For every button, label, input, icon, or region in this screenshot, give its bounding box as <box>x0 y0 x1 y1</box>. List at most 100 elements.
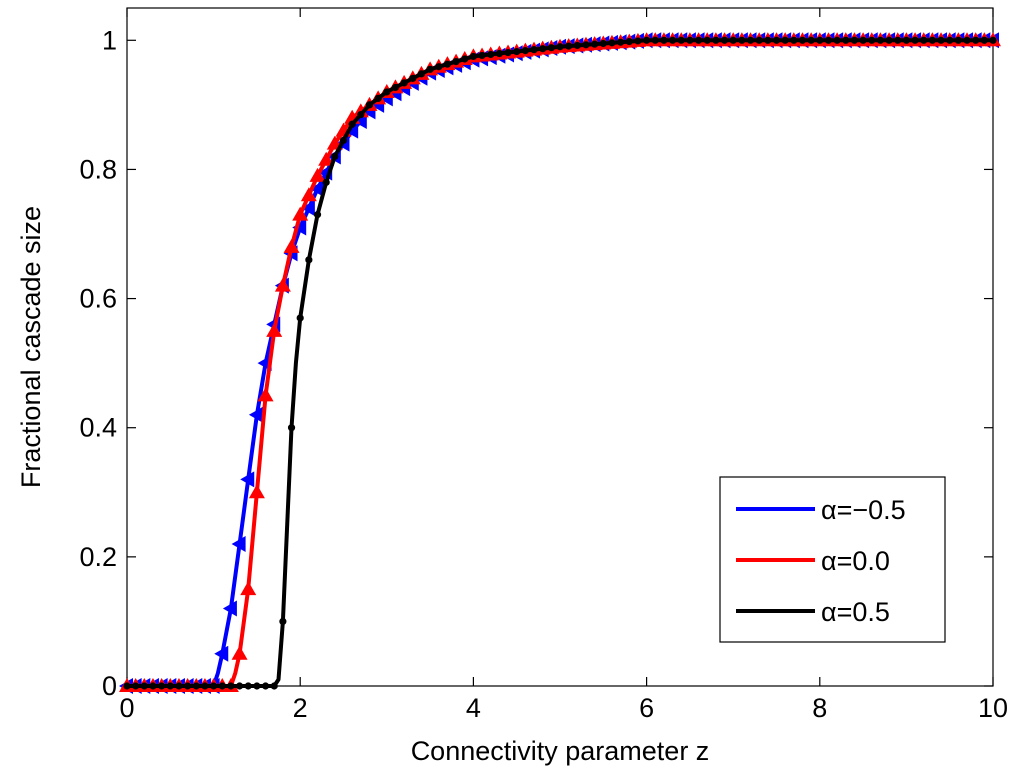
x-tick-label: 6 <box>639 693 654 723</box>
data-point <box>790 36 798 44</box>
data-point <box>703 36 711 44</box>
data-point <box>937 36 945 44</box>
data-point <box>487 50 495 59</box>
data-point <box>283 238 300 253</box>
data-point <box>132 682 140 690</box>
data-point <box>331 152 339 161</box>
data-point <box>980 36 988 44</box>
y-tick-label: 0.8 <box>79 154 117 184</box>
data-point <box>651 36 659 44</box>
data-point <box>591 40 599 48</box>
data-point <box>309 180 324 197</box>
data-point <box>513 47 521 56</box>
data-point <box>850 36 859 44</box>
data-point <box>755 36 763 44</box>
y-tick-label: 1 <box>102 25 117 55</box>
data-point <box>842 36 850 44</box>
data-point <box>746 36 755 44</box>
data-point <box>218 682 226 690</box>
data-point <box>149 682 157 690</box>
data-point <box>296 314 304 322</box>
data-point <box>833 36 841 44</box>
data-point <box>798 36 807 44</box>
data-point <box>469 52 477 61</box>
data-point <box>365 101 374 109</box>
data-point <box>807 36 815 44</box>
data-point <box>634 37 642 45</box>
data-point <box>582 41 590 49</box>
legend-label: α=0.5 <box>821 597 890 627</box>
x-tick-label: 8 <box>812 693 827 723</box>
data-point <box>391 83 400 92</box>
data-point <box>556 43 564 51</box>
data-point <box>677 36 685 44</box>
data-point <box>729 36 737 44</box>
data-point <box>781 36 789 44</box>
x-tick-label: 0 <box>119 693 134 723</box>
data-point <box>720 36 729 44</box>
x-tick-label: 2 <box>293 693 308 723</box>
data-point <box>573 41 581 50</box>
data-point <box>253 682 261 690</box>
data-point <box>417 70 426 78</box>
data-point <box>426 65 434 73</box>
data-point <box>712 36 720 44</box>
data-point <box>231 535 246 552</box>
data-point <box>292 219 307 236</box>
data-point <box>339 136 348 144</box>
legend-label: α=−0.5 <box>821 495 906 525</box>
x-axis-label: Connectivity parameter z <box>411 736 710 766</box>
data-point <box>504 48 512 57</box>
data-point <box>192 682 200 690</box>
series-2 <box>123 36 997 690</box>
data-point <box>617 38 625 46</box>
data-point <box>764 36 772 44</box>
data-point <box>300 187 317 202</box>
data-point <box>643 36 651 44</box>
data-point <box>989 36 997 44</box>
data-point <box>383 88 391 96</box>
data-point <box>738 36 746 44</box>
axis-ticks: 0 2 4 6 8 10 0 0.2 0.4 0.6 0.8 1 <box>79 8 1008 723</box>
data-point <box>539 45 547 53</box>
data-point <box>214 645 229 662</box>
data-point <box>235 682 244 690</box>
data-point <box>530 46 538 54</box>
data-point <box>625 37 633 46</box>
data-point <box>274 277 291 292</box>
data-point <box>608 39 616 47</box>
legend-label: α=0.0 <box>821 546 890 576</box>
data-point <box>201 682 209 690</box>
data-point <box>248 406 263 423</box>
data-point <box>435 63 443 71</box>
data-point <box>565 42 573 50</box>
data-point <box>123 682 131 690</box>
data-point <box>443 60 452 68</box>
data-point <box>374 94 382 102</box>
data-point <box>240 471 255 488</box>
data-point <box>257 387 274 402</box>
data-point <box>287 424 296 432</box>
data-point <box>409 74 417 82</box>
data-point <box>305 256 313 264</box>
y-tick-label: 0.6 <box>79 284 117 314</box>
data-point <box>686 36 694 44</box>
data-point <box>478 51 486 60</box>
data-point <box>270 682 278 690</box>
data-point <box>158 682 166 690</box>
series-layer <box>119 32 1001 694</box>
data-point <box>279 617 287 626</box>
data-point <box>599 39 607 48</box>
data-point <box>920 36 928 44</box>
data-point <box>400 79 408 87</box>
data-point <box>495 49 503 58</box>
legend: α=−0.5 α=0.0 α=0.5 <box>719 476 946 643</box>
data-point <box>816 36 824 44</box>
data-point <box>885 36 893 44</box>
data-point <box>772 36 781 44</box>
data-point <box>266 322 283 337</box>
data-point <box>222 600 237 617</box>
data-point <box>452 57 460 66</box>
data-point <box>322 178 330 186</box>
